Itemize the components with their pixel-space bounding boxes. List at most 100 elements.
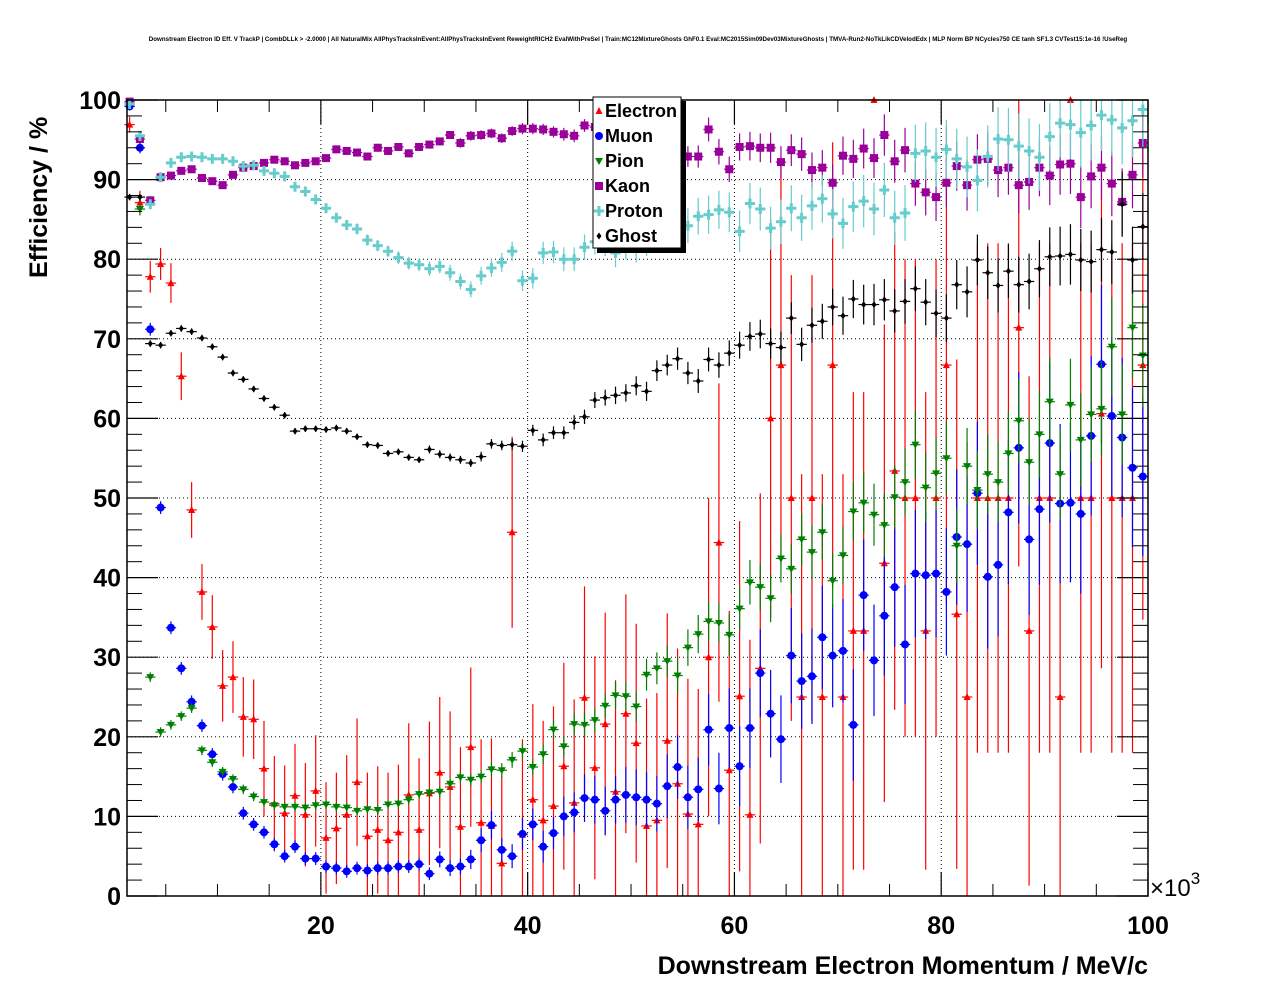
data-point-muon [601, 806, 610, 815]
data-point-kaon [1076, 193, 1085, 202]
data-point-pion [446, 780, 455, 788]
y-tick-label: 70 [93, 326, 121, 354]
data-point-ghost [912, 285, 918, 293]
legend-label-electron: Electron [605, 101, 677, 121]
data-point-electron [818, 693, 826, 700]
data-point-electron [363, 832, 371, 840]
data-point-muon [673, 763, 682, 772]
data-point-kaon [870, 154, 879, 163]
data-point-kaon [446, 131, 455, 140]
data-point-muon [528, 820, 537, 829]
data-point-proton [496, 257, 507, 268]
y-tick-label: 20 [93, 724, 121, 752]
data-point-ghost [768, 340, 774, 348]
data-point-ghost [261, 395, 267, 402]
data-point-proton [207, 153, 218, 164]
data-point-pion [1025, 459, 1034, 467]
series-pion [124, 100, 1148, 816]
data-point-proton [579, 242, 590, 253]
data-point-kaon [787, 146, 796, 155]
x-multiplier-exponent: 3 [1191, 869, 1200, 888]
data-point-pion [704, 618, 713, 626]
data-point-muon [776, 735, 785, 744]
data-point-electron [343, 810, 351, 818]
data-point-proton [227, 156, 238, 167]
data-point-pion [156, 729, 165, 737]
data-point-kaon [487, 129, 496, 138]
data-point-electron [239, 712, 247, 720]
data-point-proton [941, 144, 952, 155]
data-point-proton [755, 204, 766, 215]
data-point-ghost [147, 340, 153, 348]
data-point-muon [766, 709, 775, 718]
data-point-muon [787, 651, 796, 660]
data-point-ghost [943, 314, 949, 322]
data-point-proton [383, 246, 394, 257]
data-point-pion [146, 674, 155, 682]
data-point-pion [745, 579, 754, 587]
data-point-electron [312, 786, 320, 794]
data-point-muon [642, 795, 651, 804]
data-point-kaon [890, 157, 899, 166]
data-point-ghost [819, 317, 825, 325]
data-point-pion [332, 803, 341, 811]
y-tick-label: 30 [93, 644, 121, 672]
data-point-pion [807, 549, 816, 557]
data-point-electron [829, 361, 837, 369]
data-point-pion [942, 455, 951, 463]
data-point-muon [590, 795, 599, 804]
data-point-proton [217, 153, 228, 164]
data-point-ghost [809, 321, 815, 329]
data-point-electron [394, 828, 402, 836]
data-point-pion [642, 671, 651, 679]
data-point-ghost [385, 449, 391, 457]
data-point-muon [291, 842, 300, 851]
data-point-ghost [447, 453, 453, 461]
data-point-muon [611, 795, 620, 804]
data-point-muon [983, 572, 992, 581]
data-point-muon [1035, 505, 1044, 514]
data-point-pion [1014, 417, 1023, 425]
data-point-electron [301, 810, 309, 818]
data-point-muon [859, 591, 868, 600]
data-point-kaon [1066, 159, 1075, 168]
data-point-electron [456, 822, 464, 830]
data-point-ghost [840, 312, 846, 320]
data-point-electron [436, 768, 444, 776]
data-point-proton [558, 254, 569, 265]
data-point-muon [714, 784, 723, 793]
data-point-electron [415, 825, 423, 833]
data-point-proton [837, 218, 848, 229]
data-point-ghost [892, 307, 898, 315]
data-point-electron [157, 259, 165, 267]
data-point-ghost [292, 427, 298, 435]
y-tick-label: 80 [93, 246, 121, 274]
data-point-kaon [766, 143, 775, 152]
data-point-electron [942, 361, 950, 369]
data-point-pion [177, 713, 186, 721]
data-point-electron [250, 715, 258, 723]
data-point-proton [775, 216, 786, 227]
data-point-pion [187, 705, 196, 713]
y-tick-label: 50 [93, 485, 121, 513]
data-point-kaon [187, 165, 196, 174]
data-point-ghost [1057, 252, 1063, 260]
data-point-kaon [497, 134, 506, 143]
data-point-muon [1025, 535, 1034, 544]
data-point-muon [425, 869, 434, 878]
data-point-kaon [570, 131, 579, 140]
data-point-muon [932, 569, 941, 578]
data-point-pion [973, 487, 982, 495]
data-point-kaon [797, 150, 806, 159]
data-point-muon [197, 721, 206, 730]
data-point-pion [1097, 405, 1106, 413]
data-point-muon [1138, 472, 1147, 481]
data-point-electron [374, 825, 382, 833]
data-point-electron [208, 622, 216, 630]
data-point-kaon [425, 140, 434, 149]
data-point-pion [166, 721, 175, 729]
data-point-ghost [778, 344, 784, 352]
data-point-pion [259, 799, 268, 807]
data-point-proton [507, 246, 518, 257]
